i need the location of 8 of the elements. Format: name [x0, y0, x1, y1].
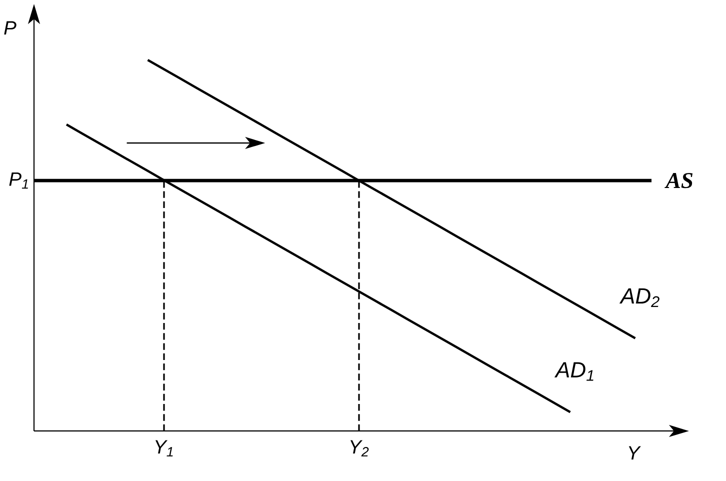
y-axis-title: P [4, 21, 16, 35]
series-label: AD$_{2}$ [619, 288, 660, 307]
x-axis-title: Y [628, 446, 641, 460]
text: P$_{1}$ [9, 172, 28, 189]
x-tick-label: Y$_{2}$ [350, 440, 369, 456]
x-tick-label: Y$_{1}$ [155, 440, 173, 456]
series-label: AS [664, 172, 693, 188]
series-label: AD$_{1}$ [554, 362, 594, 381]
